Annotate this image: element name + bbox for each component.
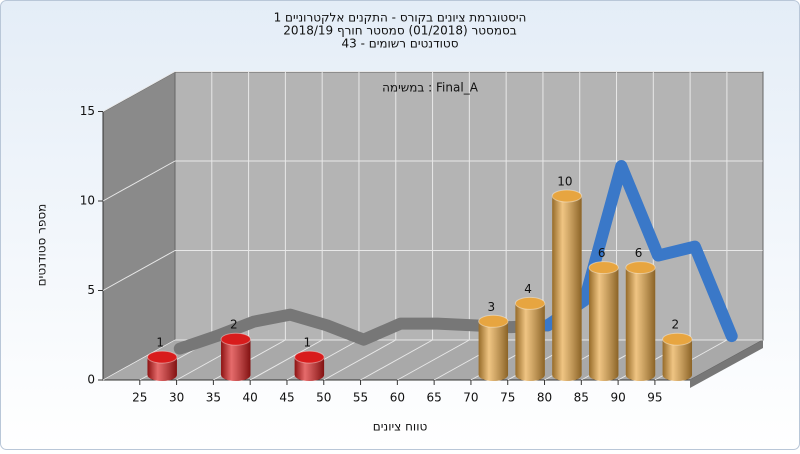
- x-tick-label: 70: [463, 391, 478, 405]
- x-tick-label: 60: [390, 391, 405, 405]
- x-tick-label: 75: [500, 391, 515, 405]
- bar-top: [220, 332, 251, 346]
- x-tick-label: 90: [610, 391, 625, 405]
- bar-top: [514, 296, 546, 310]
- bar: [514, 296, 546, 381]
- y-tick-label: 5: [87, 283, 95, 297]
- grid-line: [323, 339, 397, 381]
- bar-shade: [221, 339, 251, 381]
- grid-line: [397, 339, 470, 381]
- x-tick-label: 45: [279, 391, 294, 405]
- left-wall: [102, 71, 176, 381]
- x-tick-label: 80: [537, 391, 552, 405]
- floor-edge: [690, 340, 763, 388]
- bar-shade: [588, 267, 619, 381]
- bar: [625, 261, 656, 381]
- bar-shade: [294, 357, 325, 381]
- bar: [146, 350, 178, 381]
- x-tick-label: 55: [353, 391, 368, 405]
- bar-shade: [552, 196, 582, 382]
- bar-top: [662, 332, 693, 346]
- grid-line: [249, 339, 323, 381]
- x-tick-label: 35: [206, 391, 221, 405]
- x-tick-label: 95: [647, 391, 662, 405]
- value-label: 3: [488, 300, 496, 314]
- bar-top: [478, 314, 509, 328]
- bar: [662, 332, 693, 381]
- value-label: 10: [557, 175, 572, 189]
- chart-title: היסטוגרמת ציונים בקורס - התקנים אלקטרוני…: [274, 11, 527, 25]
- bar-shade: [147, 357, 177, 381]
- value-label: 1: [156, 336, 164, 350]
- value-label: 2: [671, 318, 679, 332]
- bar-top: [625, 261, 656, 275]
- grid-line: [102, 250, 176, 291]
- bar-shade: [515, 303, 545, 381]
- bar-top: [294, 350, 325, 364]
- annotation: במשימה : Final_A: [382, 81, 479, 95]
- y-axis-label: מספר סטודנטים: [35, 204, 49, 287]
- bar-shade: [662, 339, 693, 381]
- value-label: 6: [635, 246, 643, 260]
- x-tick-label: 40: [243, 391, 258, 405]
- grid-line: [360, 339, 433, 381]
- x-tick-label: 85: [574, 391, 589, 405]
- bar-shade: [478, 321, 509, 381]
- bar-shade: [625, 267, 656, 381]
- bar: [294, 350, 325, 381]
- bar: [478, 314, 509, 381]
- value-label: 1: [304, 336, 312, 350]
- bar: [588, 261, 619, 381]
- grid-line: [102, 71, 176, 112]
- y-tick-label: 15: [80, 104, 95, 118]
- value-label: 2: [230, 318, 238, 332]
- bar: [551, 189, 583, 382]
- x-tick-label: 25: [132, 391, 147, 405]
- y-tick-label: 10: [80, 194, 95, 208]
- grid-line: [102, 160, 176, 202]
- grid-line: [102, 339, 176, 381]
- value-label: 6: [598, 246, 606, 260]
- x-axis-label: טווח ציונים: [373, 420, 428, 434]
- value-label: 4: [524, 282, 532, 296]
- bar-top: [146, 350, 178, 364]
- y-tick-label: 0: [87, 373, 95, 387]
- bar: [220, 332, 251, 381]
- x-tick-label: 65: [427, 391, 442, 405]
- chart-title: סטודנטים רשומים - 43: [341, 37, 458, 51]
- chart-title: בסמסטר (01/2018) סמסטר חורף 2018/19: [283, 24, 516, 38]
- bar-top: [551, 189, 583, 203]
- x-tick-label: 30: [169, 391, 184, 405]
- x-tick-label: 50: [316, 391, 331, 405]
- bar-top: [588, 261, 619, 275]
